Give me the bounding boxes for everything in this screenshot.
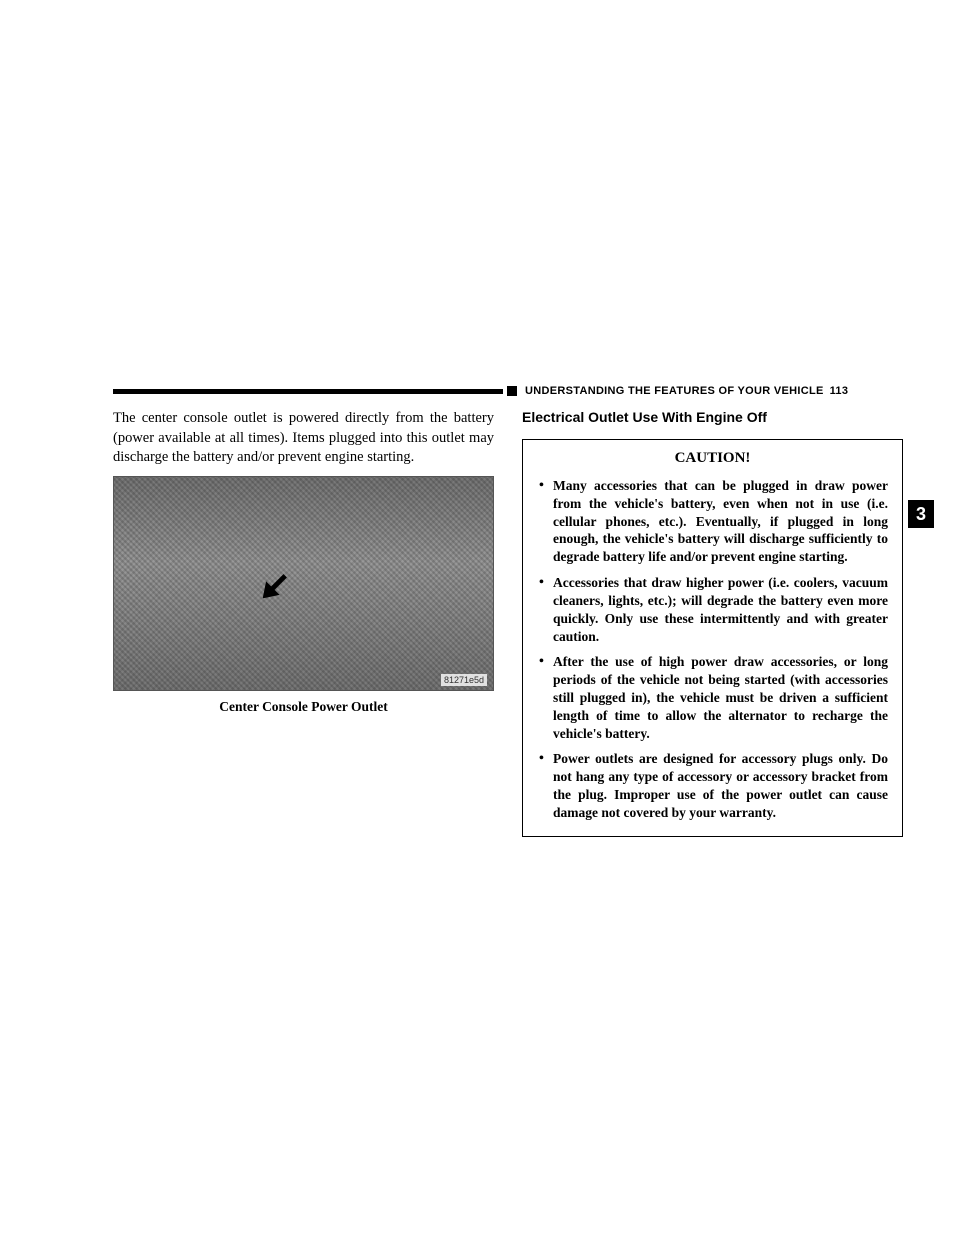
figure: 81271e5d Center Console Power Outlet <box>113 476 494 715</box>
caution-bullet: Power outlets are designed for accessory… <box>537 750 888 821</box>
caution-title: CAUTION! <box>537 450 888 467</box>
header-rule <box>113 389 503 394</box>
figure-caption: Center Console Power Outlet <box>113 699 494 715</box>
right-column: Electrical Outlet Use With Engine Off CA… <box>522 409 903 837</box>
subheading: Electrical Outlet Use With Engine Off <box>522 409 903 425</box>
page-number: 113 <box>830 385 849 397</box>
caution-bullet: Accessories that draw higher power (i.e.… <box>537 574 888 645</box>
header-tick-icon <box>507 386 517 396</box>
page-header: UNDERSTANDING THE FEATURES OF YOUR VEHIC… <box>113 385 903 397</box>
page-content: UNDERSTANDING THE FEATURES OF YOUR VEHIC… <box>113 385 903 837</box>
caution-box: CAUTION! Many accessories that can be pl… <box>522 439 903 837</box>
section-title: UNDERSTANDING THE FEATURES OF YOUR VEHIC… <box>525 385 824 397</box>
left-column: The center console outlet is powered dir… <box>113 409 494 837</box>
center-console-power-outlet-image: 81271e5d <box>113 476 494 691</box>
chapter-tab: 3 <box>908 500 934 528</box>
caution-bullet: After the use of high power draw accesso… <box>537 653 888 742</box>
intro-paragraph: The center console outlet is powered dir… <box>113 409 494 468</box>
image-code: 81271e5d <box>441 674 487 686</box>
two-column-layout: The center console outlet is powered dir… <box>113 409 903 837</box>
caution-bullet: Many accessories that can be plugged in … <box>537 477 888 566</box>
caution-bullet-list: Many accessories that can be plugged in … <box>537 477 888 822</box>
